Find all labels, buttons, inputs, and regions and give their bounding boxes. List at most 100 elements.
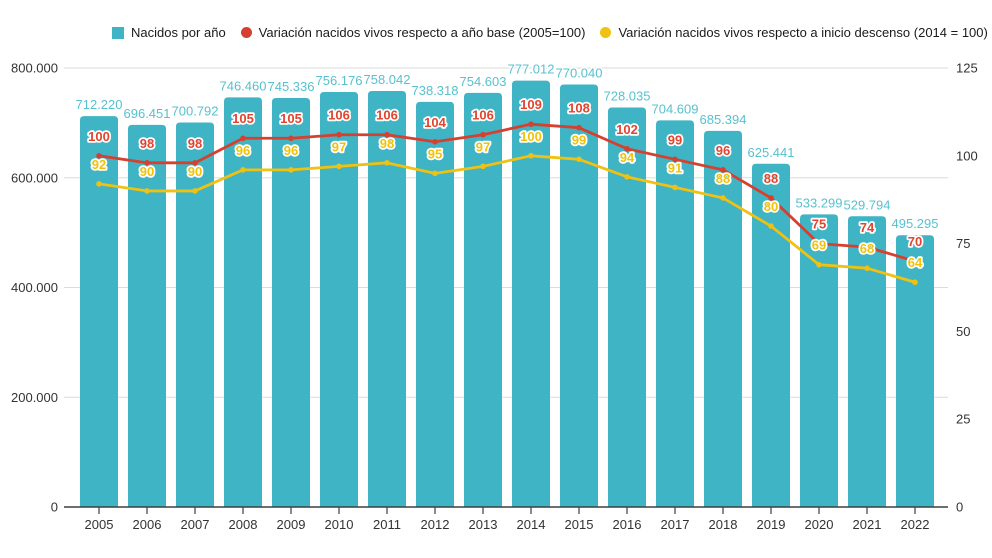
x-label-2005: 2005 [85, 517, 114, 532]
legend-item-variacion-descenso: Variación nacidos vivos respecto a inici… [600, 25, 988, 40]
bar-2008 [224, 97, 262, 508]
bar-value-label-2016: 728.035 [604, 88, 651, 103]
yellow-point-2012 [432, 170, 438, 177]
yellow-label-2006: 90 [140, 164, 154, 179]
right-axis-label-1: 25 [956, 412, 970, 427]
yellow-label-2022: 64 [908, 255, 923, 270]
x-label-2015: 2015 [565, 517, 594, 532]
red-point-2020 [816, 240, 822, 247]
left-axis-label-2: 400.000 [11, 280, 58, 295]
legend-label-variacion-base: Variación nacidos vivos respecto a año b… [258, 25, 586, 40]
yellow-point-2016 [624, 174, 630, 180]
bar-2006 [128, 124, 166, 508]
yellow-point-2011 [384, 160, 390, 166]
legend-item-variacion-base: Variación nacidos vivos respecto a año b… [240, 25, 586, 40]
x-axis: 2005 2006 2007 2008 2009 2010 2011 2012 2013 2014… [64, 506, 948, 532]
bar-value-label-2017: 704.609 [652, 101, 699, 116]
red-point-2007 [192, 160, 198, 166]
red-point-2011 [384, 131, 390, 138]
yellow-line [98, 154, 916, 284]
red-label-2009: 105 [280, 111, 302, 126]
chart-legend: Nacidos por año Variación nacidos vivos … [112, 25, 988, 40]
bar-value-label-2021: 529.794 [844, 197, 891, 212]
yellow-point-2010 [336, 163, 342, 170]
line-series-yellow [96, 153, 918, 286]
bar-2012 [416, 101, 454, 508]
line-series-red [96, 121, 918, 264]
yellow-label-2019: 80 [764, 199, 778, 214]
red-label-2006: 98 [140, 136, 154, 151]
yellow-label-2011: 98 [380, 136, 394, 151]
bar-2009 [272, 97, 310, 507]
bar-2018 [704, 130, 742, 507]
legend-label-variacion-descenso: Variación nacidos vivos respecto a inici… [618, 25, 988, 40]
yellow-label-2015: 99 [572, 132, 586, 147]
yellow-point-2018 [720, 195, 726, 201]
red-point-2013 [480, 131, 486, 138]
red-point-2012 [432, 138, 438, 145]
red-label-2008: 105 [232, 111, 254, 126]
bar-2005 [80, 116, 118, 507]
bar-2016 [608, 107, 646, 508]
bar-2013 [464, 92, 502, 507]
bar-2015 [560, 84, 598, 507]
right-axis-label-5: 125 [956, 61, 978, 76]
red-point-2009 [288, 135, 294, 142]
red-point-2010 [336, 131, 342, 138]
yellow-point-2005 [96, 181, 102, 187]
yellow-label-2007: 90 [188, 164, 202, 179]
yellow-point-2007 [192, 188, 198, 194]
bar-2007 [176, 122, 214, 507]
left-axis-label-0: 0 [51, 500, 58, 515]
legend-item-nacidos: Nacidos por año [112, 25, 226, 40]
red-label-2005: 100 [88, 129, 110, 144]
red-label-2011: 106 [376, 108, 398, 123]
x-label-2021: 2021 [853, 517, 882, 532]
bar-value-label-2019: 625.441 [748, 145, 795, 160]
right-axis-label-2: 50 [956, 324, 970, 339]
yellow-point-2014 [528, 153, 534, 159]
yellow-label-2021: 68 [860, 241, 874, 256]
x-label-2012: 2012 [421, 517, 450, 532]
bar-value-label-2015: 770.040 [556, 65, 603, 80]
yellow-point-2006 [144, 188, 150, 194]
x-label-2016: 2016 [613, 517, 642, 532]
bar-value-label-2012: 738.318 [412, 83, 459, 98]
yellow-point-2019 [768, 223, 774, 229]
red-label-2020: 75 [812, 217, 826, 232]
bar-value-label-2010: 756.176 [316, 73, 363, 88]
left-axis-label-1: 200.000 [11, 390, 58, 405]
yellow-point-2017 [672, 184, 678, 191]
bar-2011 [368, 91, 406, 508]
yellow-label-2014: 100 [520, 129, 542, 144]
bar-value-label-2008: 746.460 [220, 78, 267, 93]
bars-nacidos-por-ano [80, 80, 934, 508]
x-label-2013: 2013 [469, 517, 498, 532]
red-point-2018 [720, 167, 726, 173]
red-point-2015 [576, 124, 582, 131]
yellow-point-2022 [912, 279, 918, 286]
red-point-2008 [240, 135, 246, 142]
yellow-point-2013 [480, 163, 486, 170]
red-point-2014 [528, 121, 534, 127]
red-label-2012: 104 [424, 115, 446, 130]
red-label-2016: 102 [616, 122, 638, 137]
yellow-label-2008: 96 [236, 143, 250, 158]
red-label-2010: 106 [328, 108, 350, 123]
x-label-2022: 2022 [901, 517, 930, 532]
red-line-swatch [240, 27, 252, 38]
red-label-2007: 98 [188, 136, 202, 151]
x-label-2019: 2019 [757, 517, 786, 532]
bar-value-label-2005: 712.220 [76, 97, 123, 112]
bar-value-label-2006: 696.451 [124, 106, 171, 121]
yellow-label-2020: 69 [812, 238, 826, 253]
yellow-point-2021 [864, 265, 870, 271]
bar-value-label-2011: 758.042 [364, 72, 411, 87]
yellow-point-2009 [288, 167, 294, 173]
x-label-2008: 2008 [229, 517, 258, 532]
left-axis-label-4: 800.000 [11, 61, 58, 76]
bar-value-label-2007: 700.792 [172, 103, 219, 118]
x-label-2011: 2011 [373, 517, 401, 532]
bar-value-label-2014: 777.012 [508, 62, 555, 77]
